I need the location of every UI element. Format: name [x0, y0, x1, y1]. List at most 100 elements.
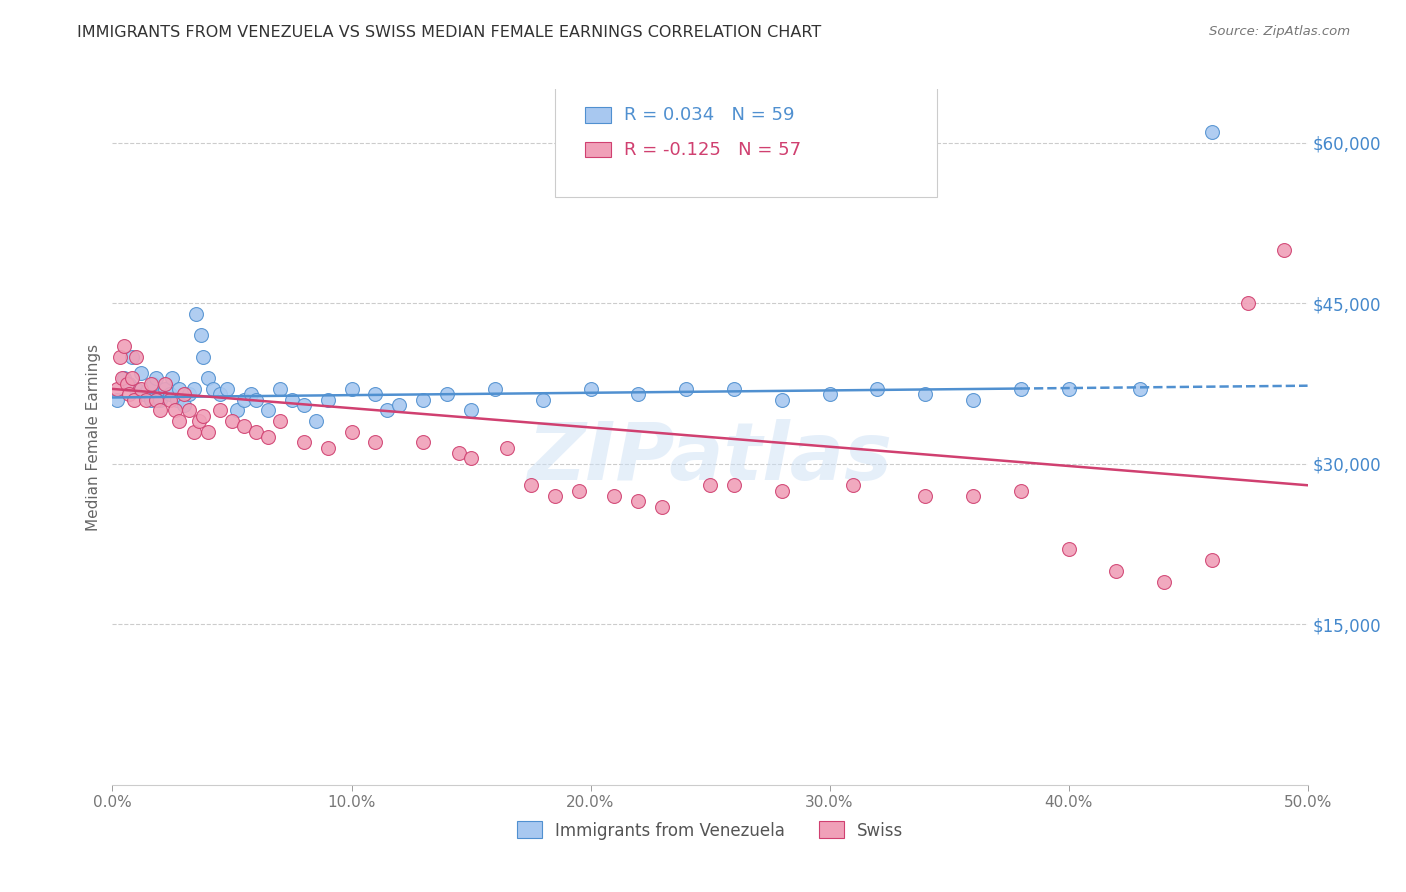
Point: [962, 489, 984, 503]
Point: [627, 494, 650, 508]
Point: [460, 403, 482, 417]
Point: [118, 376, 141, 391]
Point: [105, 392, 128, 407]
Point: [225, 403, 247, 417]
Point: [132, 387, 155, 401]
Point: [1129, 382, 1152, 396]
Point: [818, 387, 841, 401]
Point: [197, 371, 219, 385]
Point: [866, 382, 889, 396]
Point: [177, 387, 200, 401]
Y-axis label: Median Female Earnings: Median Female Earnings: [86, 343, 101, 531]
Point: [388, 398, 411, 412]
Point: [163, 403, 186, 417]
Point: [183, 382, 205, 396]
Point: [209, 403, 232, 417]
Point: [173, 398, 195, 412]
Point: [305, 414, 328, 428]
Point: [377, 403, 399, 417]
Point: [193, 409, 215, 423]
Point: [233, 392, 256, 407]
Point: [114, 371, 135, 385]
Point: [138, 382, 160, 396]
Point: [460, 451, 482, 466]
Point: [269, 414, 291, 428]
Text: Source: ZipAtlas.com: Source: ZipAtlas.com: [1209, 25, 1350, 38]
Point: [115, 376, 138, 391]
FancyBboxPatch shape: [585, 107, 610, 122]
Point: [197, 425, 219, 439]
Point: [364, 435, 387, 450]
Point: [240, 387, 263, 401]
Point: [1272, 243, 1295, 257]
Point: [209, 387, 232, 401]
Point: [520, 478, 543, 492]
Point: [1010, 382, 1032, 396]
Point: [111, 371, 134, 385]
Point: [770, 483, 793, 498]
Point: [292, 398, 315, 412]
Point: [122, 392, 145, 407]
Point: [914, 387, 936, 401]
Point: [269, 382, 291, 396]
Point: [1201, 553, 1223, 567]
Point: [316, 441, 339, 455]
Point: [1010, 483, 1032, 498]
Point: [723, 478, 745, 492]
Point: [364, 387, 387, 401]
Point: [568, 483, 591, 498]
Legend: Immigrants from Venezuela, Swiss: Immigrants from Venezuela, Swiss: [510, 814, 910, 847]
Point: [125, 350, 148, 364]
Point: [651, 500, 673, 514]
Point: [108, 350, 131, 364]
Point: [699, 478, 721, 492]
Point: [193, 350, 215, 364]
Point: [129, 382, 152, 396]
Point: [723, 382, 745, 396]
Point: [281, 392, 304, 407]
Point: [770, 392, 793, 407]
Point: [169, 382, 191, 396]
Point: [105, 382, 128, 396]
Point: [484, 382, 506, 396]
FancyBboxPatch shape: [585, 142, 610, 157]
Point: [149, 392, 172, 407]
Point: [245, 392, 267, 407]
Point: [139, 376, 162, 391]
FancyBboxPatch shape: [554, 86, 938, 197]
Point: [1105, 564, 1128, 578]
Point: [1237, 296, 1260, 310]
Point: [962, 392, 984, 407]
Point: [125, 382, 148, 396]
Text: ZIPatlas: ZIPatlas: [527, 419, 893, 497]
Point: [129, 366, 152, 380]
Point: [340, 382, 363, 396]
Point: [914, 489, 936, 503]
Point: [190, 328, 212, 343]
Text: R = -0.125   N = 57: R = -0.125 N = 57: [624, 141, 801, 159]
Point: [1201, 125, 1223, 139]
Point: [145, 392, 167, 407]
Point: [217, 382, 239, 396]
Point: [153, 382, 176, 396]
Point: [118, 387, 141, 401]
Point: [142, 376, 165, 391]
Point: [121, 350, 143, 364]
Point: [233, 419, 256, 434]
Point: [187, 414, 209, 428]
Point: [139, 392, 162, 407]
Point: [842, 478, 865, 492]
Point: [173, 387, 195, 401]
Point: [149, 403, 172, 417]
Point: [257, 430, 280, 444]
Point: [183, 425, 205, 439]
Point: [412, 392, 434, 407]
Point: [201, 382, 224, 396]
Point: [177, 403, 200, 417]
Point: [627, 387, 650, 401]
Point: [121, 371, 143, 385]
Point: [292, 435, 315, 450]
Point: [145, 371, 167, 385]
Point: [221, 414, 243, 428]
Point: [447, 446, 470, 460]
